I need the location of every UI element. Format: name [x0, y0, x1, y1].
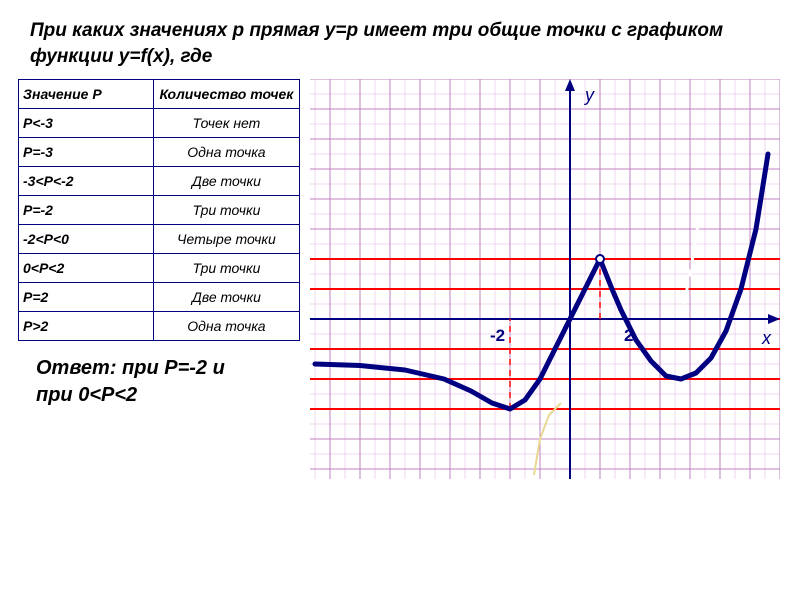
- table-row: -2<P<0: [19, 225, 154, 254]
- table-row: P=2: [19, 283, 154, 312]
- svg-text:-2: -2: [490, 326, 505, 345]
- table-row: Две точки: [153, 167, 299, 196]
- value-table: Значение Р Количество точек P<-3Точек не…: [10, 79, 300, 479]
- svg-text:2: 2: [624, 326, 633, 345]
- table-row: P<-3: [19, 109, 154, 138]
- table-row: P=-3: [19, 138, 154, 167]
- table-row: Три точки: [153, 196, 299, 225]
- function-chart: y x -2 2: [310, 79, 780, 479]
- table-row: Четыре точки: [153, 225, 299, 254]
- table-header-p: Значение Р: [19, 80, 154, 109]
- table-header-n: Количество точек: [153, 80, 299, 109]
- table-row: Одна точка: [153, 312, 299, 341]
- table-row: Три точки: [153, 254, 299, 283]
- table-row: -3<P<-2: [19, 167, 154, 196]
- table-row: P>2: [19, 312, 154, 341]
- svg-text:y: y: [583, 85, 595, 105]
- table-row: P=-2: [19, 196, 154, 225]
- table-row: 0<P<2: [19, 254, 154, 283]
- table-row: Одна точка: [153, 138, 299, 167]
- table-row: Две точки: [153, 283, 299, 312]
- table-row: Точек нет: [153, 109, 299, 138]
- question-text: При каких значениях р прямая у=р имеет т…: [0, 0, 800, 79]
- svg-text:x: x: [761, 328, 772, 348]
- answer-text: Ответ: при Р=-2 и при 0<P<2: [18, 341, 300, 409]
